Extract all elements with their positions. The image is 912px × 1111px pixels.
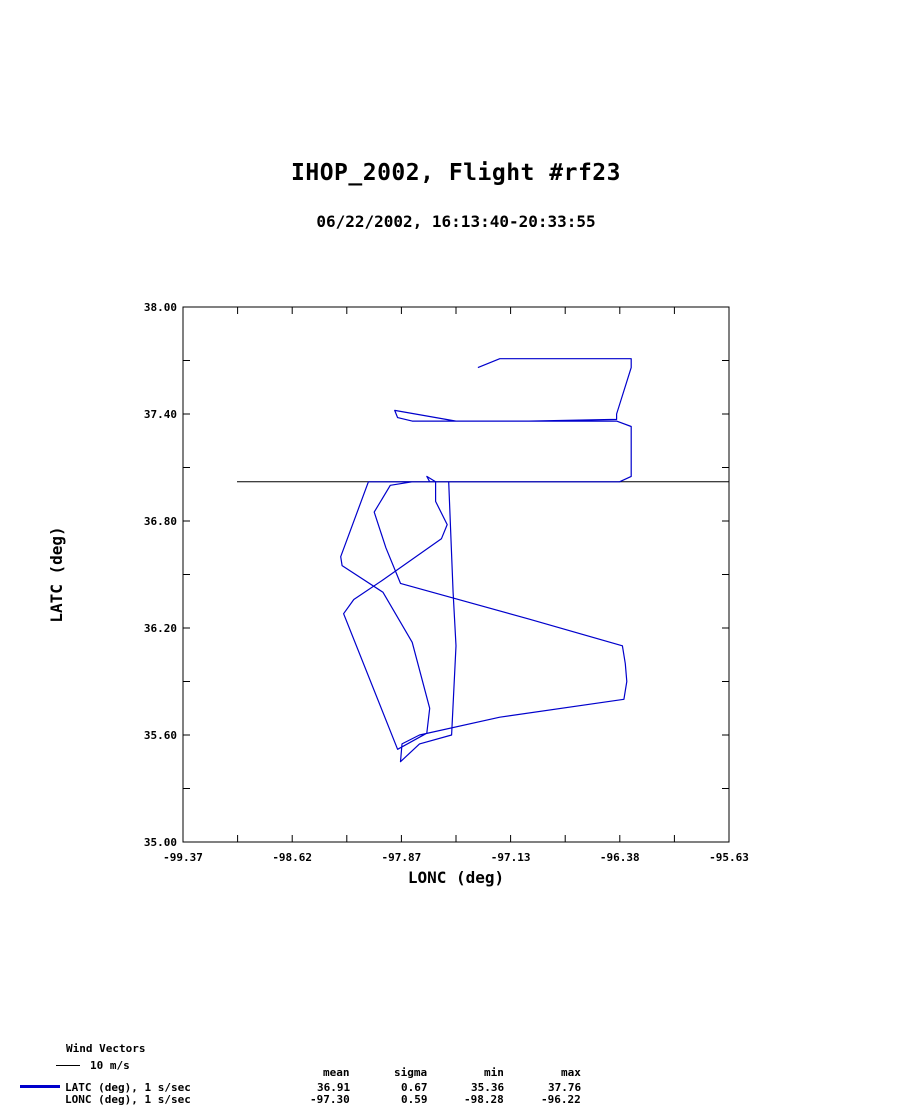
series-line-0 [340,358,632,763]
y-tick-label: 37.40 [144,408,177,421]
x-tick-label: -97.87 [382,851,422,864]
x-axis-label: LONC (deg) [408,868,504,887]
stats-header-mean: mean [323,1066,350,1079]
y-axis-label: LATC (deg) [47,526,66,622]
chart-title: IHOP_2002, Flight #rf23 [291,160,621,186]
plot-frame [182,306,730,843]
stats-row-latc-swatch [20,1085,60,1088]
stats-row-lonc-max: -96.22 [541,1093,581,1106]
stats-row-lonc-sigma: 0.59 [401,1093,428,1106]
stats-row-lonc-mean: -97.30 [310,1093,350,1106]
x-tick-label: -97.13 [491,851,531,864]
y-tick-label: 38.00 [144,301,177,314]
y-tick-label: 36.80 [144,515,177,528]
chart-subtitle: 06/22/2002, 16:13:40-20:33:55 [316,212,596,231]
stats-row-latc-label: LATC (deg), 1 s/sec [65,1081,191,1094]
x-tick-label: -99.37 [163,851,203,864]
x-tick-label: -95.63 [709,851,749,864]
stats-header-sigma: sigma [394,1066,428,1079]
stats-header-min: min [484,1066,504,1079]
stats-row-latc-sigma: 0.67 [401,1081,428,1094]
stats-row-latc-min: 35.36 [471,1081,505,1094]
x-tick-label: -96.38 [600,851,640,864]
x-tick-label: -98.62 [272,851,312,864]
stats-row-latc-max: 37.76 [548,1081,582,1094]
legend-wind-title: Wind Vectors [66,1042,146,1055]
stats-header-max: max [561,1066,581,1079]
y-tick-label: 35.60 [144,729,177,742]
stats-row-lonc-label: LONC (deg), 1 s/sec [65,1093,191,1106]
legend-wind-scale-line [56,1065,80,1066]
y-tick-label: 36.20 [144,622,177,635]
legend-wind-scale: 10 m/s [90,1059,130,1072]
stats-row-lonc-min: -98.28 [464,1093,504,1106]
y-tick-label: 35.00 [144,836,177,849]
stats-row-latc-mean: 36.91 [317,1081,351,1094]
